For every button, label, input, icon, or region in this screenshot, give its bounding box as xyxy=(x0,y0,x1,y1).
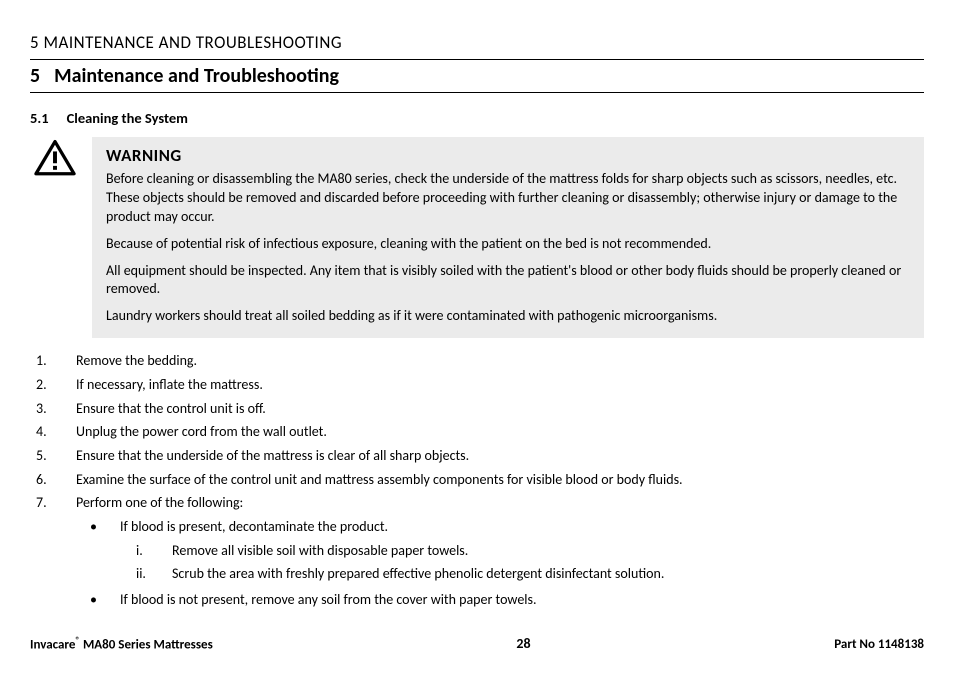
subsection-number: 5.1 xyxy=(30,109,49,127)
list-item: 6.Examine the surface of the control uni… xyxy=(30,469,924,491)
footer-part-number: Part No 1148138 xyxy=(834,637,924,652)
list-item: ii.Scrub the area with freshly prepared … xyxy=(120,563,924,585)
warning-label: WARNING xyxy=(106,145,910,166)
warning-paragraph: Laundry workers should treat all soiled … xyxy=(106,307,910,326)
footer-page-number: 28 xyxy=(516,635,530,652)
list-item: 7. Perform one of the following: • If bl… xyxy=(30,492,924,612)
procedure-list: 1.Remove the bedding. 2.If necessary, in… xyxy=(30,350,924,613)
list-item: 1.Remove the bedding. xyxy=(30,350,924,372)
sub-bullet-list: • If blood is present, decontaminate the… xyxy=(76,516,924,611)
list-item: 5.Ensure that the underside of the mattr… xyxy=(30,445,924,467)
bullet-text: If blood is present, decontaminate the p… xyxy=(120,518,388,535)
list-item: 4.Unplug the power cord from the wall ou… xyxy=(30,421,924,443)
running-header: 5 MAINTENANCE AND TROUBLESHOOTING xyxy=(30,32,924,53)
list-item: 3.Ensure that the control unit is off. xyxy=(30,398,924,420)
list-item: i.Remove all visible soil with disposabl… xyxy=(120,540,924,562)
subsection-heading: 5.1 Cleaning the System xyxy=(30,109,924,127)
warning-icon xyxy=(30,137,82,182)
section-number: 5 xyxy=(30,64,40,88)
list-item: 2.If necessary, inflate the mattress. xyxy=(30,374,924,396)
section-title: 5 Maintenance and Troubleshooting xyxy=(30,64,924,93)
list-item: • If blood is not present, remove any so… xyxy=(76,589,924,611)
warning-paragraph: Before cleaning or disassembling the MA8… xyxy=(106,170,910,227)
bullet-text: If blood is not present, remove any soil… xyxy=(120,591,537,608)
page-footer: Invacare® MA80 Series Mattresses 28 Part… xyxy=(30,635,924,652)
warning-paragraph: All equipment should be inspected. Any i… xyxy=(106,262,910,300)
roman-list: i.Remove all visible soil with disposabl… xyxy=(120,540,924,585)
warning-paragraph: Because of potential risk of infectious … xyxy=(106,235,910,254)
header-rule xyxy=(30,59,924,60)
footer-left: Invacare® MA80 Series Mattresses xyxy=(30,635,213,652)
warning-block: WARNING Before cleaning or disassembling… xyxy=(30,137,924,338)
step-text: Perform one of the following: xyxy=(76,494,243,511)
list-item: • If blood is present, decontaminate the… xyxy=(76,516,924,587)
warning-body: WARNING Before cleaning or disassembling… xyxy=(92,137,924,338)
section-title-text: Maintenance and Troubleshooting xyxy=(54,64,339,88)
subsection-title: Cleaning the System xyxy=(67,109,188,127)
